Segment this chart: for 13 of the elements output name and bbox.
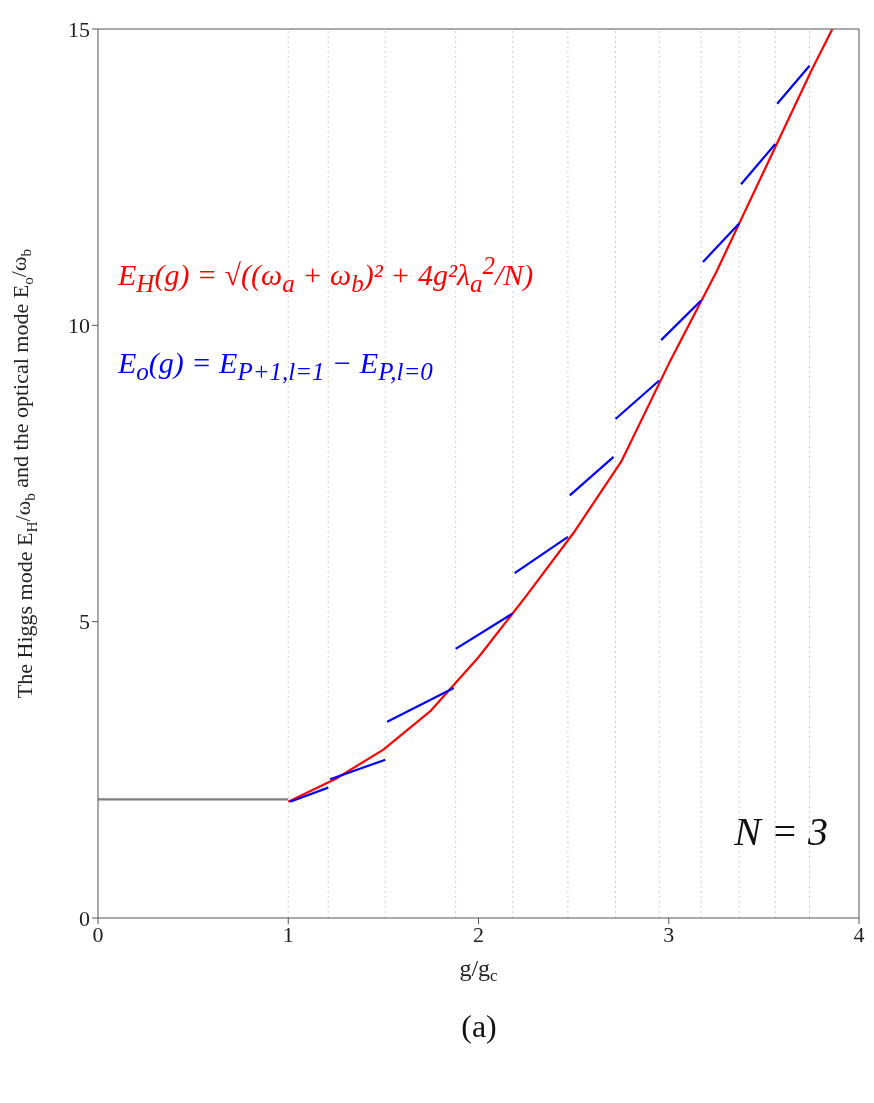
text: E$_{o}$(g) = E$_{P+1,l=1}$ − E$_{P,l=0}$ [116,345,434,387]
x-tick-label: 4 [853,921,865,947]
text: (a) [460,1008,498,1045]
y-tick-label: 10 [68,313,90,339]
y-tick-label: 5 [79,609,90,635]
x-tick-label: 2 [473,921,484,947]
x-tick-label: 1 [282,921,294,947]
y-tick-label: 0 [79,905,90,931]
x-tick-label: 3 [663,921,675,947]
annotation: N = 3 [733,808,829,855]
y-tick-label: 15 [68,16,90,42]
x-axis-title: g/g$_{c}$ [459,955,498,986]
text: E$_{H}$(g) = √((ω$_{a}$ + ω$_{b}$)² + 4g²λ$_{a}$$^{2}$/N) [118,252,534,297]
